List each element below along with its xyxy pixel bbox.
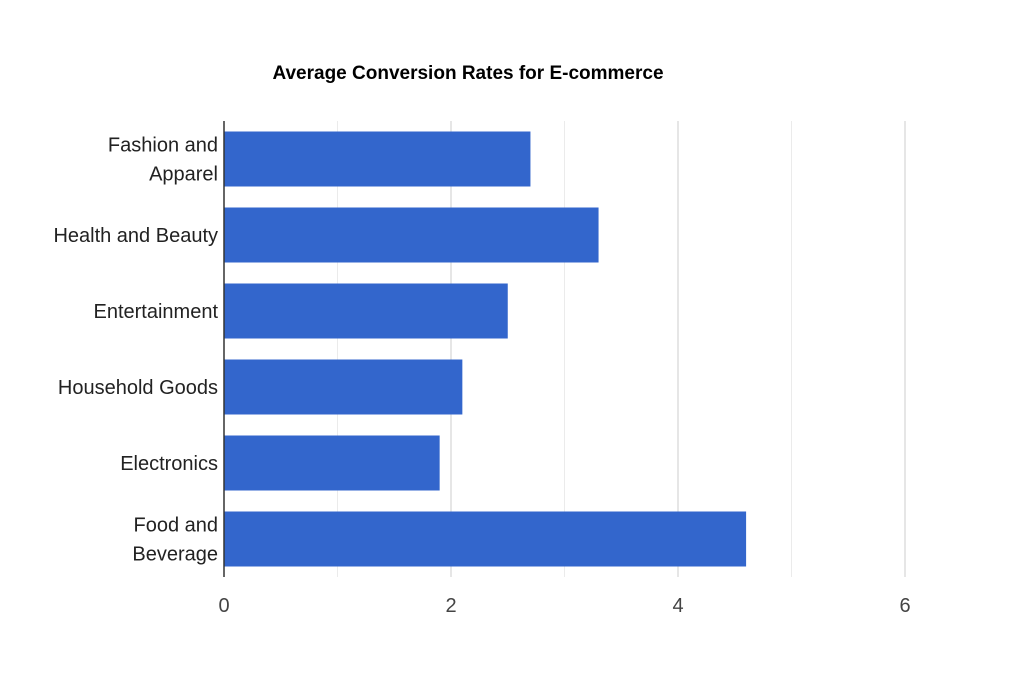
category-label: Food and Beverage [132, 515, 218, 566]
bar [224, 283, 508, 339]
category-label: Entertainment [93, 301, 218, 323]
bar [224, 511, 747, 567]
category-label: Household Goods [58, 377, 218, 399]
bar [224, 207, 599, 263]
chart-title: Average Conversion Rates for E-commerce [272, 63, 663, 84]
x-tick-label: 2 [445, 595, 456, 617]
category-label: Health and Beauty [53, 225, 218, 247]
category-label: Fashion and Apparel [108, 135, 218, 186]
category-label: Electronics [120, 453, 218, 475]
x-tick-label: 0 [218, 595, 229, 617]
x-tick-label: 4 [672, 595, 683, 617]
bar [224, 131, 531, 187]
bar [224, 359, 463, 415]
x-tick-label: 6 [899, 595, 910, 617]
bar [224, 435, 440, 491]
